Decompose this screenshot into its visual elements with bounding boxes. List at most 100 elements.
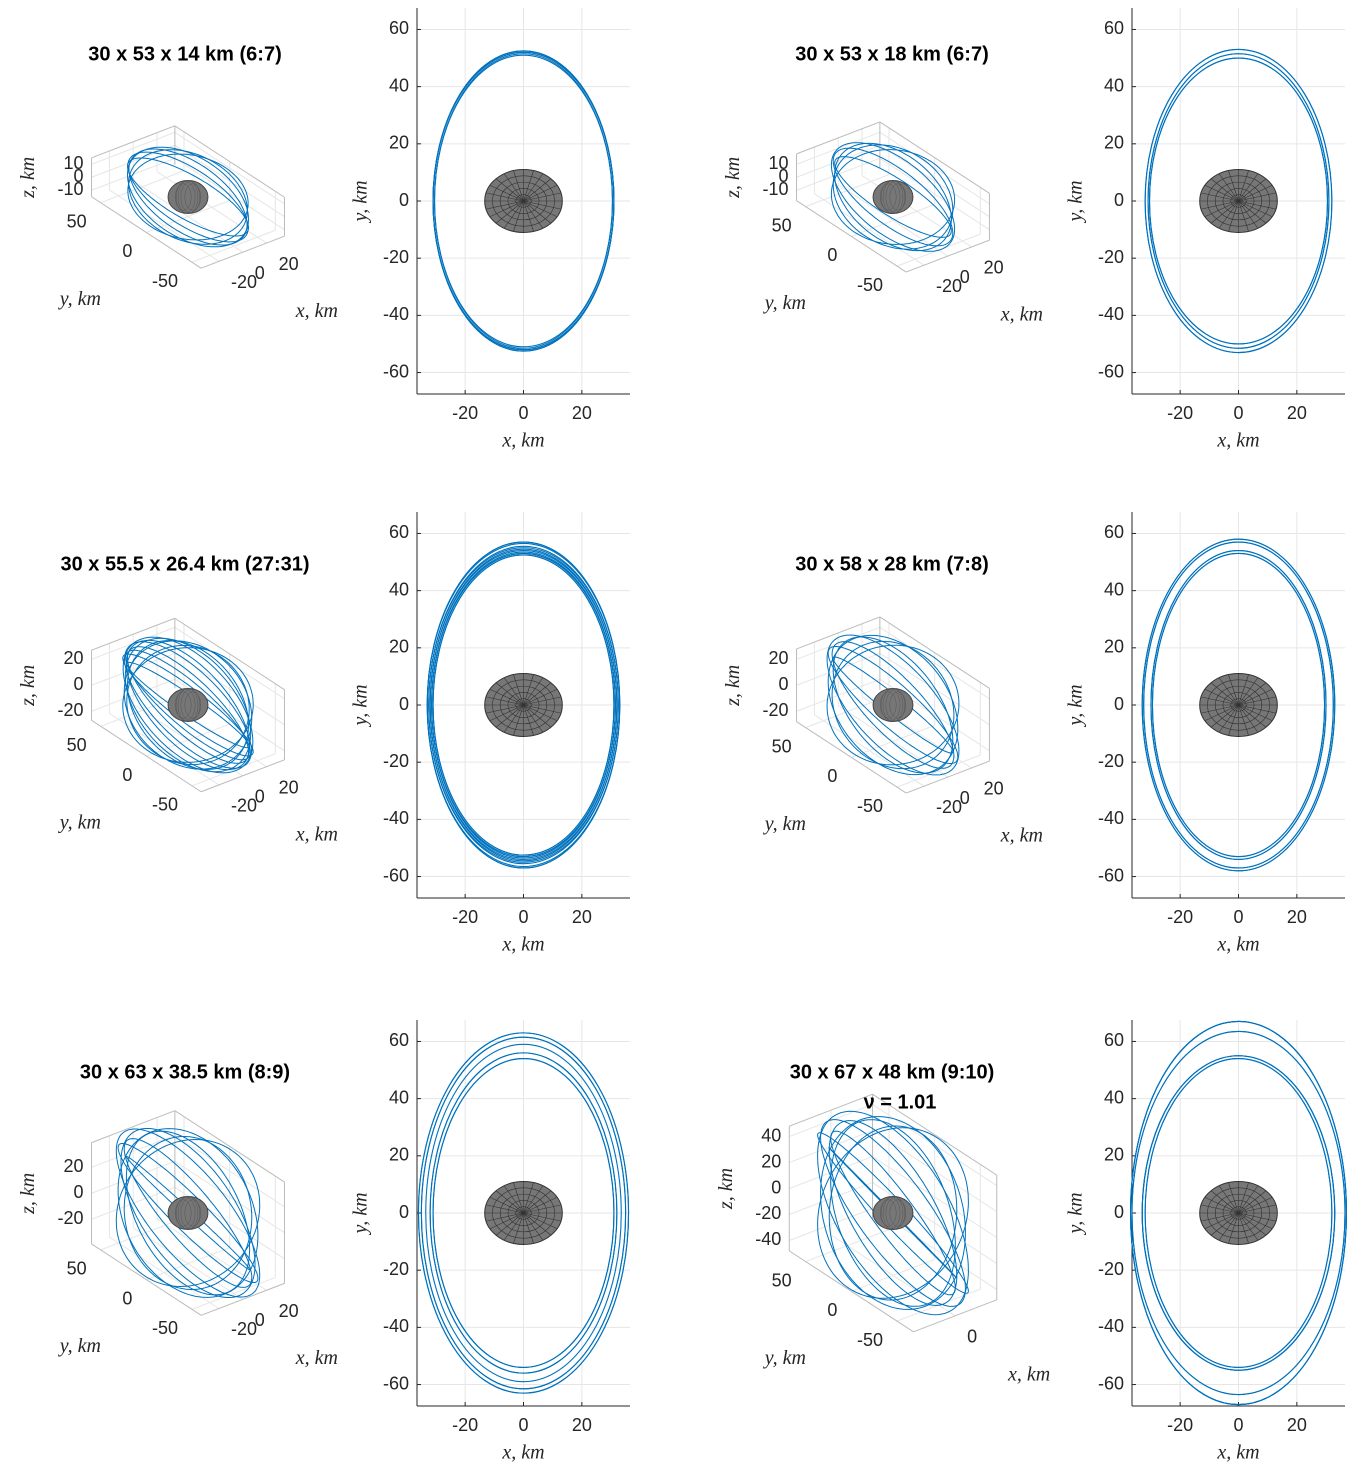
x-tick-label: 20 [572,907,592,927]
x-tick-label: 20 [1287,907,1307,927]
x-tick-label: 20 [279,777,299,797]
asteroid-3d [168,1197,208,1230]
y-tick-label: -20 [383,247,409,267]
y-tick-label: 20 [389,1145,409,1165]
x-tick-label: -20 [231,272,257,292]
panel-title: 30 x 53 x 14 km (6:7) [88,43,281,65]
z-tick-label: 20 [769,648,789,668]
x-tick-label: 0 [255,1310,265,1330]
y-tick-label: -40 [383,304,409,324]
x-tick-label: 20 [1287,403,1307,423]
asteroid-3d [168,689,208,722]
y-tick-label: -60 [1098,1373,1124,1393]
x-tick-label: 0 [518,1415,528,1435]
y-tick-label: 20 [1104,1145,1124,1165]
asteroid-3d [873,1197,913,1230]
x-axis-label: x, km [501,1442,544,1464]
z-tick-label: 0 [74,674,84,694]
y-tick-label: 0 [1114,190,1124,210]
y-tick-label: 40 [1104,75,1124,95]
y-tick-label: 60 [1104,1030,1124,1050]
y-tick-label: -60 [1098,865,1124,885]
x-tick-label: 0 [518,907,528,927]
z-tick-label: -20 [58,700,84,720]
y-tick-label: -20 [1098,1259,1124,1279]
asteroid-3d [873,689,913,722]
y-tick-label: 50 [67,211,87,231]
y-tick-label: 60 [389,522,409,542]
z-axis-label: z, km [722,665,744,707]
z-tick-label: 0 [779,674,789,694]
z-tick-label: -20 [763,700,789,720]
y-tick-label: 20 [389,637,409,657]
x-tick-label: 0 [967,1327,977,1347]
z-axis-label: z, km [17,157,39,199]
y-axis-label: y, km [350,180,372,223]
y-tick-label: -50 [152,271,178,291]
x-axis-label: x, km [501,934,544,956]
y-tick-label: 0 [827,766,837,786]
z-axis-label: z, km [722,157,744,199]
y-tick-label: 50 [772,215,792,235]
x-tick-label: 0 [1233,403,1243,423]
z-tick-label: 40 [761,1125,781,1145]
x-axis-label: x, km [295,823,338,845]
y-tick-label: -20 [1098,751,1124,771]
y-tick-label: -50 [152,1318,178,1338]
axis-line [797,722,907,793]
y-tick-label: 40 [1104,1087,1124,1107]
x-tick-label: -20 [936,797,962,817]
y-tick-label: 40 [389,75,409,95]
y-tick-label: 0 [827,1300,837,1320]
y-tick-label: 0 [122,765,132,785]
x-tick-label: 20 [279,1301,299,1321]
y-tick-label: -20 [1098,247,1124,267]
y-tick-label: 20 [1104,637,1124,657]
y-tick-label: 0 [1114,1202,1124,1222]
x-axis-label: x, km [1000,825,1043,847]
y-tick-label: 40 [389,579,409,599]
y-axis-label: y, km [350,1192,372,1235]
y-tick-label: -40 [1098,304,1124,324]
z-tick-label: 0 [74,1182,84,1202]
y-tick-label: -60 [383,361,409,381]
y-tick-label: -20 [383,751,409,771]
y-tick-label: 50 [772,1270,792,1290]
y-tick-label: 0 [122,241,132,261]
asteroid-3d [873,181,913,214]
y-tick-label: 20 [389,133,409,153]
y-axis-label: y, km [1065,180,1087,223]
y-tick-label: -50 [152,795,178,815]
x-tick-label: 20 [984,779,1004,799]
z-tick-label: -20 [58,1208,84,1228]
x-axis-label: x, km [1000,304,1043,326]
x-axis-label: x, km [295,300,338,322]
z-axis-label: z, km [17,665,39,707]
x-axis-label: x, km [1216,934,1259,956]
x-axis-label: x, km [1216,1442,1259,1464]
y-axis-label: y, km [350,684,372,727]
x-tick-label: -20 [452,403,478,423]
y-tick-label: 60 [1104,18,1124,38]
x-tick-label: -20 [1167,1415,1193,1435]
y-tick-label: -50 [857,1330,883,1350]
y-tick-label: 20 [1104,133,1124,153]
y-axis-label: y, km [763,813,806,835]
y-tick-label: 60 [389,18,409,38]
y-tick-label: 0 [399,1202,409,1222]
y-tick-label: -20 [383,1259,409,1279]
z-tick-label: -40 [755,1229,781,1249]
x-tick-label: 0 [1233,1415,1243,1435]
x-tick-label: 20 [572,403,592,423]
asteroid-3d [168,181,208,214]
z-tick-label: 20 [64,1156,84,1176]
x-tick-label: 0 [255,787,265,807]
z-tick-label: 20 [64,648,84,668]
z-tick-label: 20 [761,1151,781,1171]
y-tick-label: 50 [67,1259,87,1279]
y-tick-label: 50 [772,736,792,756]
x-tick-label: 0 [960,788,970,808]
z-tick-label: 10 [64,153,84,173]
y-axis-label: y, km [763,292,806,314]
x-axis-label: x, km [1216,430,1259,452]
